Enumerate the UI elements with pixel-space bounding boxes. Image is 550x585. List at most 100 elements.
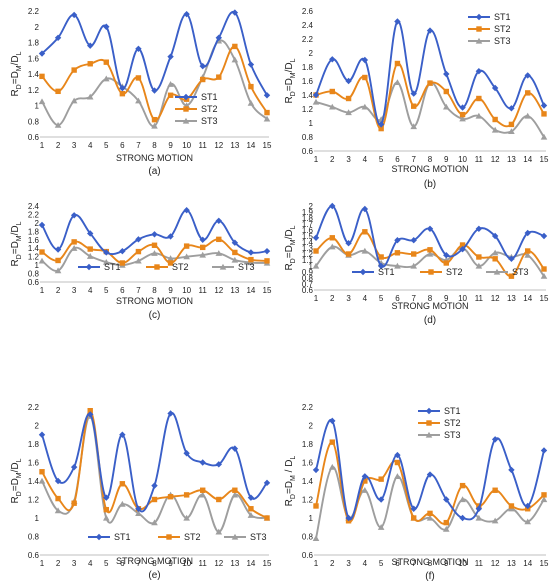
legend-label: ST2 bbox=[201, 104, 218, 114]
y-tick-label: 1.2 bbox=[28, 86, 40, 95]
data-point bbox=[394, 459, 401, 466]
y-axis-title-part: /D bbox=[284, 229, 295, 239]
data-point bbox=[135, 505, 142, 512]
data-point bbox=[54, 477, 62, 485]
data-point bbox=[362, 229, 368, 235]
data-point bbox=[540, 447, 548, 454]
legend-label: ST3 bbox=[494, 36, 511, 46]
data-point bbox=[427, 80, 433, 86]
x-tick-label: 13 bbox=[230, 141, 239, 150]
legend-marker bbox=[426, 420, 432, 426]
x-tick-label: 14 bbox=[523, 155, 532, 164]
data-point bbox=[231, 491, 239, 498]
legend-label: ST1 bbox=[494, 12, 511, 22]
data-point bbox=[394, 79, 401, 85]
x-tick-label: 12 bbox=[491, 155, 500, 164]
data-point bbox=[232, 43, 238, 50]
chart-panel: 0.60.811.21.41.61.822.22.41 2 3 4 5 6 7 8 9 10 11 1… bbox=[10, 202, 272, 321]
data-point bbox=[361, 487, 369, 493]
y-axis-title: RD=DM / DL bbox=[284, 456, 297, 507]
data-point bbox=[524, 252, 532, 258]
data-point bbox=[199, 62, 206, 70]
x-tick-label: 15 bbox=[540, 559, 549, 568]
x-tick-label: 1 bbox=[40, 286, 45, 295]
y-tick-label: 0.6 bbox=[302, 286, 314, 295]
legend-label: ST2 bbox=[172, 262, 189, 272]
data-point bbox=[328, 243, 336, 250]
data-point bbox=[38, 50, 46, 57]
legend-label: ST2 bbox=[494, 24, 511, 34]
data-point bbox=[475, 505, 483, 512]
x-tick-label: 10 bbox=[182, 559, 191, 568]
data-point bbox=[525, 90, 531, 96]
y-axis-title-subscript: L bbox=[290, 58, 297, 62]
data-point bbox=[410, 123, 418, 130]
data-point bbox=[248, 256, 254, 263]
data-point bbox=[167, 255, 174, 261]
data-point bbox=[264, 258, 270, 264]
data-point bbox=[540, 133, 548, 140]
data-point bbox=[328, 463, 336, 470]
x-tick-label: 11 bbox=[199, 559, 208, 568]
data-point bbox=[183, 243, 190, 249]
data-point bbox=[247, 512, 255, 518]
x-tick-label: 10 bbox=[182, 141, 191, 150]
y-axis-title-part: /D bbox=[284, 62, 295, 72]
data-point bbox=[329, 56, 336, 63]
legend-marker bbox=[231, 533, 239, 540]
y-axis-title-subscript: D bbox=[16, 254, 23, 259]
chart-panel: 0.60.811.21.41.61.822.21 2 3 4 5 6 7 8 9 10 11 12 13… bbox=[284, 403, 549, 582]
series-line bbox=[315, 20, 545, 126]
x-tick-label: 14 bbox=[523, 294, 532, 303]
y-axis-title-subscript: M bbox=[290, 239, 297, 245]
data-point bbox=[70, 245, 78, 251]
y-tick-label: 1.8 bbox=[28, 227, 40, 236]
data-point bbox=[135, 257, 142, 264]
x-tick-label: 7 bbox=[411, 294, 416, 303]
y-tick-label: 1.6 bbox=[302, 226, 314, 235]
series-st2 bbox=[39, 236, 270, 266]
x-tick-label: 2 bbox=[56, 559, 61, 568]
x-tick-label: 2 bbox=[56, 286, 61, 295]
y-tick-label: 1.6 bbox=[302, 459, 314, 468]
x-tick-label: 10 bbox=[458, 559, 467, 568]
data-point bbox=[443, 70, 450, 78]
y-axis-title-part: =D bbox=[10, 71, 21, 84]
data-point bbox=[410, 262, 418, 269]
legend-label: ST3 bbox=[444, 430, 461, 440]
x-tick-label: 5 bbox=[104, 559, 109, 568]
x-tick-label: 15 bbox=[540, 294, 549, 303]
panel-label: (a) bbox=[148, 166, 160, 177]
data-point bbox=[264, 109, 270, 116]
data-point bbox=[312, 98, 320, 105]
data-point bbox=[508, 105, 515, 112]
x-tick-label: 9 bbox=[168, 141, 173, 150]
data-point bbox=[54, 121, 62, 128]
legend-item: ST3 bbox=[486, 267, 529, 277]
data-point bbox=[443, 519, 449, 526]
x-tick-label: 1 bbox=[314, 294, 319, 303]
data-point bbox=[524, 518, 532, 525]
y-tick-label: 1 bbox=[309, 119, 314, 128]
data-point bbox=[248, 506, 254, 512]
series-st2 bbox=[39, 43, 270, 123]
legend-item: ST1 bbox=[175, 92, 218, 102]
legend-item: ST1 bbox=[78, 262, 121, 272]
chart-panel: 0.60.811.21.41.61.822.22.42.61 2 3 4 5 6 7 8 9 10… bbox=[284, 7, 549, 190]
x-tick-label: 10 bbox=[458, 294, 467, 303]
series-line bbox=[41, 409, 268, 519]
series-st1 bbox=[38, 207, 271, 256]
data-point bbox=[215, 34, 222, 41]
y-tick-label: 2.2 bbox=[28, 403, 40, 412]
y-tick-label: 1.3 bbox=[302, 244, 314, 253]
y-axis-title-subscript: M bbox=[16, 472, 23, 478]
data-point bbox=[491, 436, 499, 443]
y-tick-label: 0.6 bbox=[28, 133, 40, 142]
y-axis-title-subscript: D bbox=[290, 494, 297, 499]
data-point bbox=[119, 431, 126, 438]
data-point bbox=[312, 234, 320, 241]
data-point bbox=[411, 515, 417, 521]
data-point bbox=[135, 45, 142, 52]
data-point bbox=[378, 476, 384, 482]
